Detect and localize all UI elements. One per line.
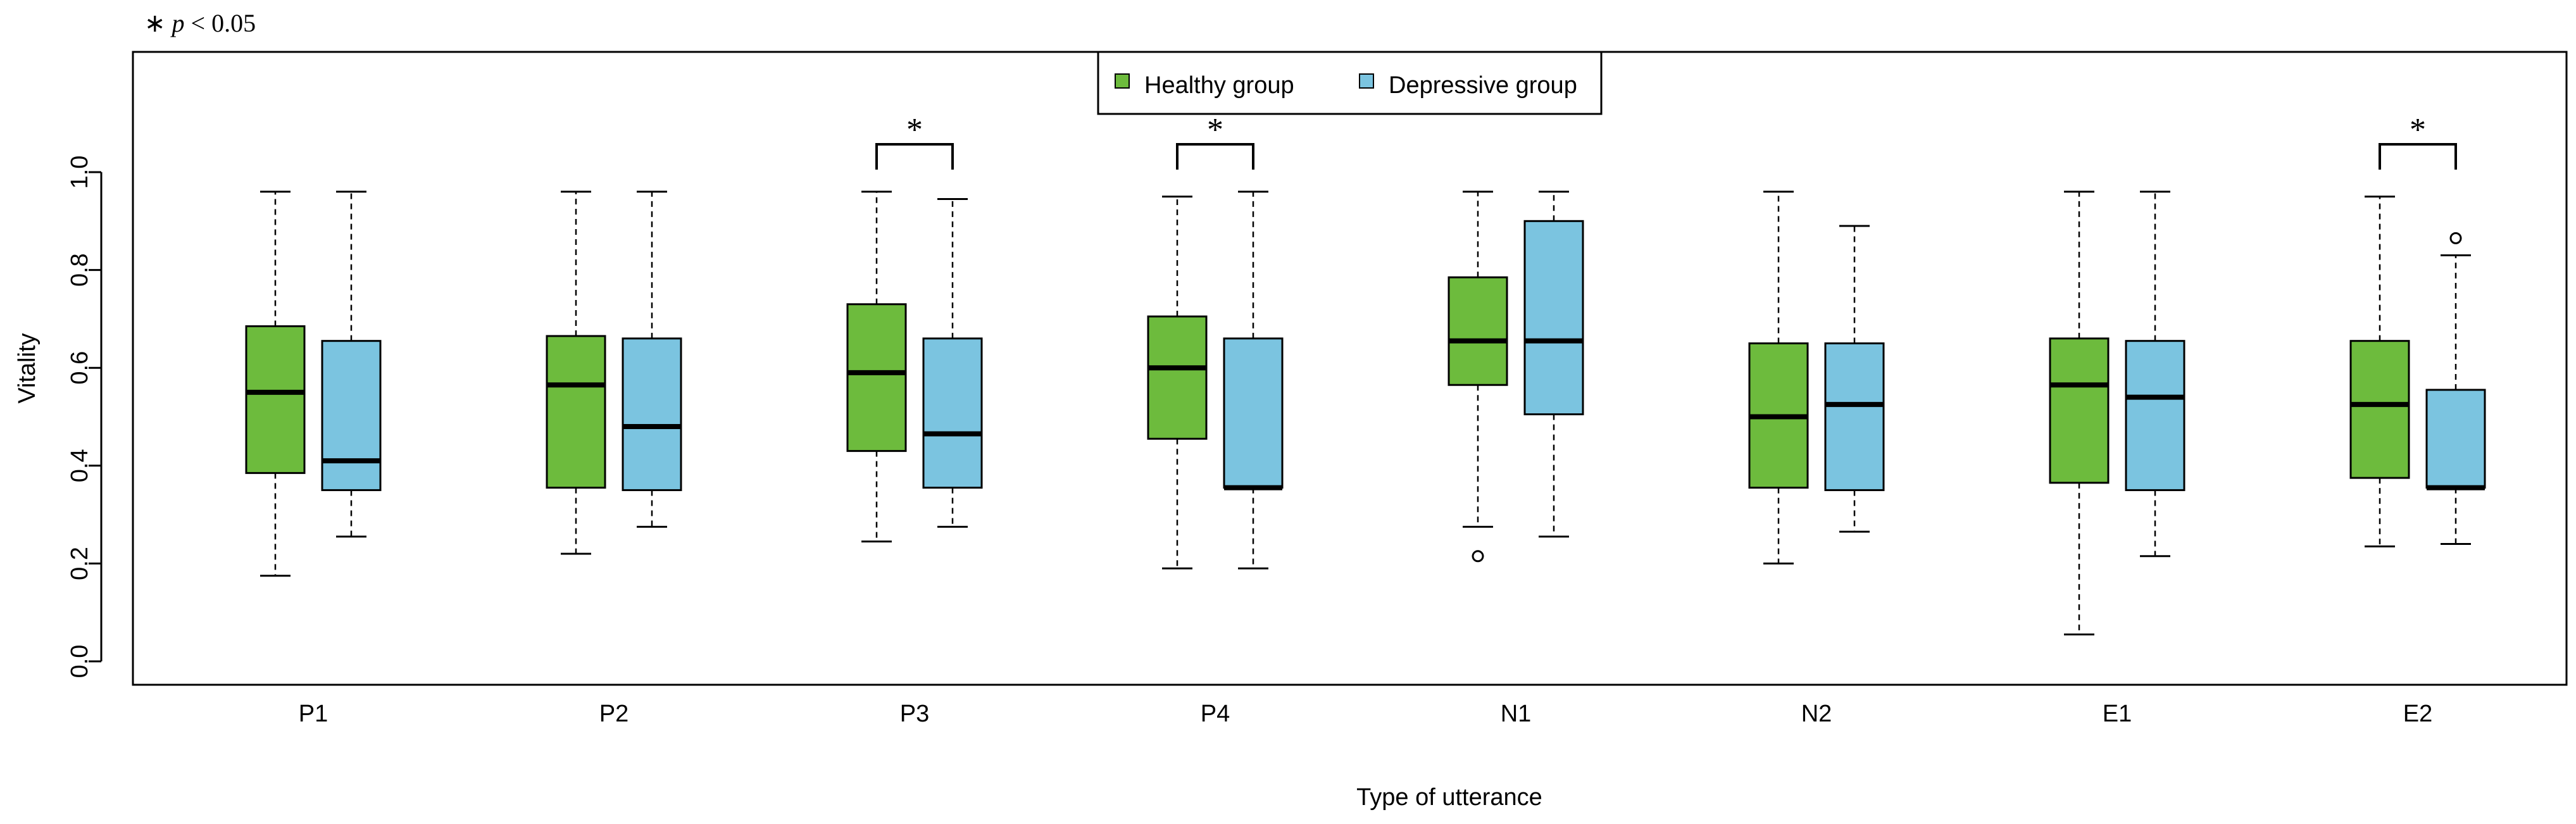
- y-tick-label: 1.0: [66, 156, 93, 189]
- box-iqr: [2125, 340, 2185, 491]
- box-iqr: [922, 337, 983, 489]
- box-iqr: [622, 337, 682, 491]
- y-tick-label: 0.6: [66, 351, 93, 385]
- significance-note-symbol: ∗: [144, 9, 166, 37]
- box-iqr: [1447, 276, 1508, 386]
- x-tick-label: E1: [2103, 701, 2132, 727]
- y-tick-label: 0.8: [66, 253, 93, 287]
- x-tick-label: P4: [1201, 701, 1230, 727]
- significance-marker: *: [906, 112, 923, 148]
- box-iqr: [1824, 342, 1885, 491]
- box-iqr: [1147, 315, 1208, 440]
- x-axis-label: Type of utterance: [1356, 784, 1542, 811]
- y-tick-label: 0.2: [66, 547, 93, 580]
- box-depressive-N2: [1824, 225, 1885, 533]
- box-healthy-E1: [2049, 190, 2110, 635]
- box-iqr: [1523, 220, 1584, 416]
- box-iqr: [321, 340, 382, 491]
- significance-marker: *: [2410, 112, 2426, 148]
- significance-note-p: p: [170, 9, 185, 37]
- legend-frame: [1097, 51, 1603, 115]
- outlier-point: [2449, 232, 2462, 244]
- box-depressive-P2: [622, 190, 682, 528]
- y-axis: 0.0 0.2 0.4 0.6 0.8 1.0: [66, 156, 103, 678]
- legend: Healthy group Depressive group: [1097, 51, 1603, 115]
- x-tick-label: P3: [900, 701, 929, 727]
- significance-brackets: ****: [875, 112, 2457, 170]
- x-tick-label: E2: [2403, 701, 2432, 727]
- significance-marker: *: [1207, 112, 1223, 148]
- plot-frame: [132, 51, 2568, 686]
- box-iqr: [245, 325, 306, 474]
- box-healthy-P1: [245, 190, 306, 577]
- box-iqr: [2349, 340, 2410, 479]
- box-iqr: [2425, 389, 2486, 489]
- x-tick-label: P2: [599, 701, 628, 727]
- box-healthy-N2: [1748, 190, 1809, 565]
- significance-bracket: [1176, 143, 1254, 170]
- box-depressive-P1: [321, 190, 382, 538]
- x-axis: P1P2P3P4N1N2E1E2E3E4: [299, 701, 2432, 727]
- x-tick-label: N2: [1801, 701, 1832, 727]
- box-healthy-P2: [546, 190, 606, 555]
- significance-bracket: [2379, 143, 2457, 170]
- box-healthy-P4: [1147, 196, 1208, 570]
- x-tick-label: P1: [299, 701, 328, 727]
- significance-bracket: [875, 143, 954, 170]
- outlier-point: [1472, 550, 1484, 563]
- box-healthy-E2: [2349, 196, 2410, 547]
- box-iqr: [846, 303, 907, 453]
- significance-note-rest: < 0.05: [191, 9, 256, 37]
- legend-swatch-depressive: [1359, 73, 1374, 89]
- box-healthy-N1: [1447, 190, 1508, 563]
- box-depressive-P4: [1223, 190, 1284, 570]
- y-tick-label: 0.4: [66, 449, 93, 482]
- legend-label-healthy: Healthy group: [1144, 72, 1294, 99]
- y-tick-label: 0.0: [66, 645, 93, 678]
- y-axis-label: Vitality: [14, 333, 41, 403]
- box-iqr: [1223, 337, 1284, 489]
- box-depressive-P3: [922, 198, 983, 528]
- x-tick-label: N1: [1501, 701, 1532, 727]
- legend-label-depressive: Depressive group: [1389, 72, 1577, 99]
- box-depressive-E1: [2125, 190, 2185, 558]
- box-depressive-E2: [2425, 232, 2486, 545]
- legend-swatch-healthy: [1115, 73, 1130, 89]
- significance-note: ∗ p < 0.05: [144, 9, 256, 37]
- box-healthy-P3: [846, 190, 907, 543]
- boxplot-series: [245, 190, 2486, 635]
- box-depressive-N1: [1523, 190, 1584, 538]
- box-iqr: [546, 335, 606, 489]
- box-iqr: [2049, 337, 2110, 484]
